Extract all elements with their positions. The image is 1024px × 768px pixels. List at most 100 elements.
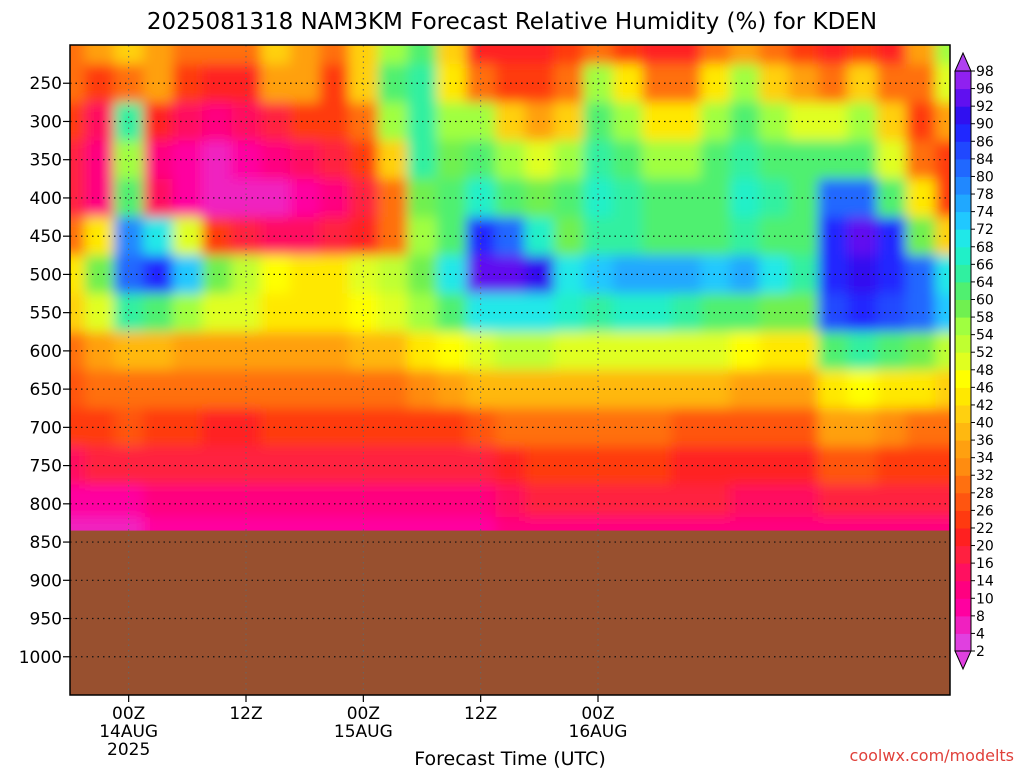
colorbar-tick-label: 78 bbox=[976, 187, 994, 203]
colorbar-swatch bbox=[955, 440, 971, 459]
rh-cell bbox=[436, 178, 467, 218]
rh-cell bbox=[730, 446, 761, 486]
rh-cell bbox=[642, 446, 673, 486]
rh-cell bbox=[876, 178, 907, 218]
rh-cell bbox=[906, 140, 937, 180]
colorbar-tick-label: 28 bbox=[976, 486, 994, 502]
colorbar-swatch bbox=[955, 211, 971, 230]
colorbar-swatch bbox=[955, 510, 971, 529]
colorbar-tick-label: 60 bbox=[976, 292, 994, 308]
rh-cell bbox=[524, 446, 555, 486]
rh-cell bbox=[935, 140, 950, 180]
rh-cell bbox=[524, 293, 555, 333]
x-tick-label: 00Z bbox=[581, 704, 614, 724]
colorbar-tick-label: 98 bbox=[976, 64, 994, 80]
y-tick-label: 850 bbox=[30, 533, 62, 553]
y-tick-label: 250 bbox=[30, 74, 62, 94]
rh-cell bbox=[700, 217, 731, 257]
rh-cell bbox=[876, 446, 907, 486]
y-tick-label: 600 bbox=[30, 342, 62, 362]
rh-cell bbox=[700, 140, 731, 180]
rh-cell bbox=[935, 45, 950, 66]
rh-cell bbox=[202, 331, 233, 371]
rh-cell bbox=[788, 217, 819, 257]
rh-cell bbox=[818, 484, 849, 519]
rh-cell bbox=[524, 217, 555, 257]
rh-cell bbox=[290, 293, 321, 333]
rh-cell bbox=[818, 370, 849, 410]
rh-cell bbox=[818, 178, 849, 218]
rh-cell bbox=[290, 64, 321, 104]
rh-cell bbox=[70, 484, 86, 519]
rh-cell bbox=[642, 64, 673, 104]
rh-cell bbox=[378, 293, 409, 333]
colorbar-swatch bbox=[955, 158, 971, 177]
rh-cell bbox=[730, 331, 761, 371]
rh-cell bbox=[436, 484, 467, 519]
rh-cell bbox=[730, 45, 761, 66]
colorbar-tick-label: 92 bbox=[976, 99, 994, 115]
rh-cell bbox=[935, 331, 950, 371]
colorbar-tick-label: 46 bbox=[976, 380, 994, 396]
rh-cell bbox=[202, 408, 233, 448]
y-axis-pressure: 250 300 350 400 450 500 550 600 650 700 750 800 850 9… bbox=[19, 74, 70, 668]
x-tick-label: 2025 bbox=[107, 740, 150, 760]
colorbar-tick-label: 58 bbox=[976, 310, 994, 326]
x-tick-label: 00Z bbox=[347, 704, 380, 724]
colorbar-tick-label: 36 bbox=[976, 433, 994, 449]
colorbar-swatch bbox=[955, 246, 971, 265]
rh-cell bbox=[436, 217, 467, 257]
rh-cell bbox=[348, 45, 379, 66]
colorbar-swatch bbox=[955, 633, 971, 652]
rh-cell bbox=[260, 217, 291, 257]
rh-cell bbox=[348, 484, 379, 519]
rh-cell bbox=[172, 408, 203, 448]
rh-cell bbox=[172, 331, 203, 371]
rh-cell bbox=[378, 484, 409, 519]
rh-cell bbox=[818, 293, 849, 333]
rh-cell bbox=[70, 331, 86, 371]
rh-cell bbox=[290, 446, 321, 486]
rh-cell bbox=[906, 484, 937, 519]
rh-cell bbox=[290, 178, 321, 218]
rh-cell bbox=[906, 64, 937, 104]
colorbar-tick-label: 4 bbox=[976, 626, 985, 642]
rh-cell bbox=[84, 255, 115, 295]
rh-cell bbox=[202, 45, 233, 66]
y-tick-label: 950 bbox=[30, 610, 62, 630]
rh-cell bbox=[583, 45, 614, 66]
colorbar-swatch bbox=[955, 563, 971, 582]
rh-cell bbox=[876, 45, 907, 66]
rh-cell bbox=[788, 102, 819, 142]
colorbar-swatch bbox=[955, 404, 971, 423]
rh-cell bbox=[378, 64, 409, 104]
rh-cell bbox=[84, 45, 115, 66]
colorbar-tick-label: 64 bbox=[976, 275, 994, 291]
rh-cell bbox=[172, 45, 203, 66]
rh-cell bbox=[70, 64, 86, 104]
rh-cell bbox=[84, 217, 115, 257]
y-tick-label: 450 bbox=[30, 227, 62, 247]
rh-cell bbox=[935, 217, 950, 257]
rh-cell bbox=[202, 64, 233, 104]
rh-cell bbox=[172, 140, 203, 180]
rh-cell bbox=[876, 64, 907, 104]
rh-cell bbox=[935, 178, 950, 218]
rh-cell bbox=[818, 255, 849, 295]
rh-cell bbox=[554, 408, 585, 448]
rh-cell bbox=[172, 178, 203, 218]
colorbar-tick-label: 72 bbox=[976, 222, 994, 238]
colorbar-tick-label: 42 bbox=[976, 398, 994, 414]
colorbar-swatch bbox=[955, 141, 971, 160]
colorbar-tick-label: 16 bbox=[976, 556, 994, 572]
colorbar-swatch bbox=[955, 422, 971, 441]
rh-cell bbox=[378, 217, 409, 257]
rh-cell bbox=[524, 484, 555, 519]
rh-cell bbox=[378, 446, 409, 486]
rh-cell bbox=[202, 102, 233, 142]
rh-cell bbox=[202, 140, 233, 180]
colorbar-swatch bbox=[955, 615, 971, 634]
rh-cell bbox=[876, 293, 907, 333]
